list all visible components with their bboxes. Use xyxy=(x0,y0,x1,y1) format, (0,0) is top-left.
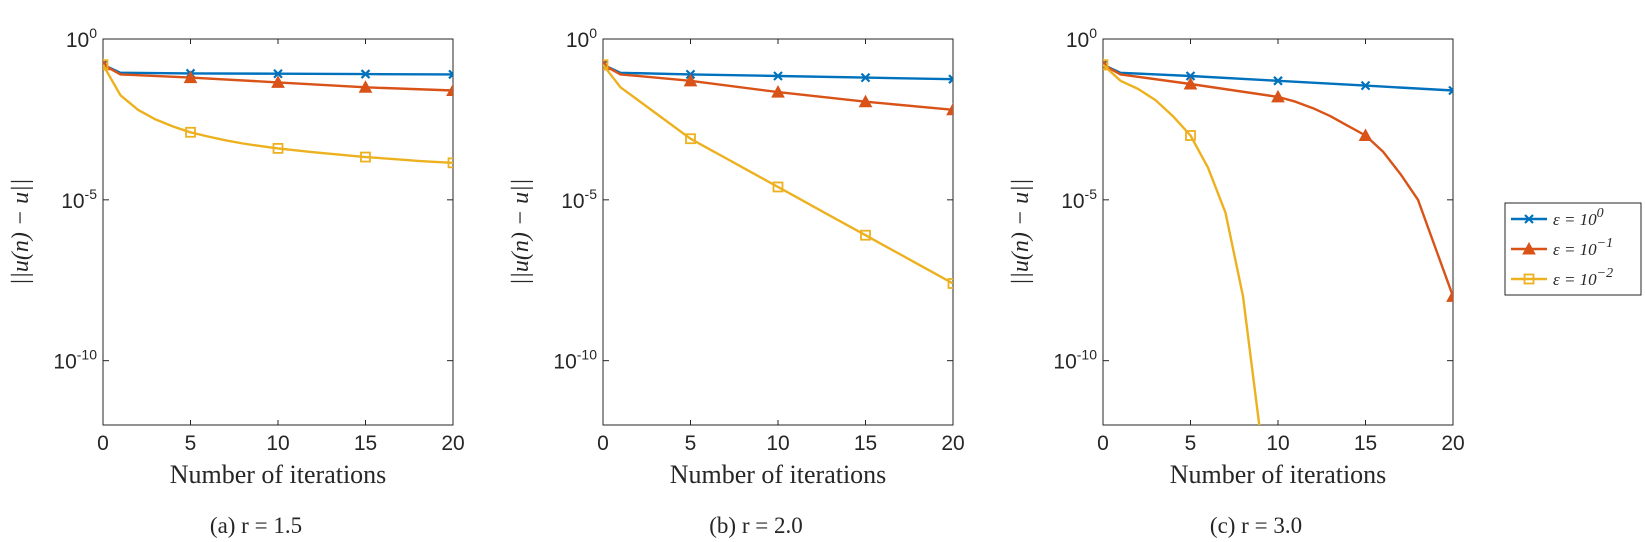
series-line xyxy=(103,63,453,92)
marker-x xyxy=(1273,76,1283,86)
marker-triangle xyxy=(446,83,453,96)
series-line xyxy=(603,63,953,285)
x-axis-label: Number of iterations xyxy=(670,460,887,489)
series-line xyxy=(103,64,453,164)
marker-x xyxy=(860,72,871,83)
x-tick-label: 20 xyxy=(941,432,964,455)
legend-label: ε = 10−1 xyxy=(1553,236,1613,259)
marker-square xyxy=(103,59,109,71)
legend-entry: ε = 100 xyxy=(1511,206,1604,229)
x-tick-label: 10 xyxy=(766,432,789,455)
y-axis-label: ||u(n) − u|| xyxy=(508,179,534,286)
marker-triangle xyxy=(858,94,873,108)
legend-entry: ε = 10−1 xyxy=(1511,236,1613,259)
marker-square xyxy=(947,278,953,289)
marker-square xyxy=(685,133,696,145)
y-tick-label: 100 xyxy=(66,25,97,52)
y-tick-label: 10-5 xyxy=(1061,186,1097,213)
marker-triangle xyxy=(1183,76,1198,90)
x-tick-label: 5 xyxy=(685,432,697,455)
marker-square xyxy=(1103,59,1109,71)
y-axis-label: ||u(n) − u|| xyxy=(1008,179,1034,286)
svg-text:||u(n) − u||: ||u(n) − u|| xyxy=(8,179,34,286)
marker-square xyxy=(272,142,284,154)
subfigure-caption: (c) r = 3.0 xyxy=(1210,513,1302,538)
legend-entry: ε = 10−2 xyxy=(1511,266,1613,289)
x-tick-label: 5 xyxy=(1185,432,1197,455)
marker-x xyxy=(273,68,283,79)
marker-triangle xyxy=(1358,128,1373,141)
marker-x xyxy=(948,74,953,84)
y-tick-label: 100 xyxy=(566,25,597,52)
legend-label: ε = 10−2 xyxy=(1553,266,1613,289)
y-axis-label: ||u(n) − u|| xyxy=(8,179,34,286)
series xyxy=(1103,57,1453,302)
marker-triangle xyxy=(1446,289,1453,302)
y-tick-label: 10-10 xyxy=(553,347,597,374)
plot-area xyxy=(1102,38,1454,426)
x-tick-label: 0 xyxy=(597,432,609,455)
series-line xyxy=(603,63,953,111)
chart-panel: 0 5 10 15 20 100 10-5 10-10 Number of iterations… xyxy=(8,25,465,538)
marker-triangle xyxy=(1271,89,1285,103)
series-line xyxy=(1103,63,1453,297)
chart-panel: 0 5 10 15 20 100 10-5 10-10 Number of iterations… xyxy=(1008,25,1465,538)
series xyxy=(103,57,453,96)
marker-triangle xyxy=(183,70,198,84)
marker-triangle xyxy=(771,85,785,98)
x-axis-label: Number of iterations xyxy=(1170,460,1387,489)
series xyxy=(1103,59,1261,425)
subfigure-caption: (b) r = 2.0 xyxy=(709,513,802,538)
x-tick-label: 20 xyxy=(1441,432,1464,455)
marker-square xyxy=(1523,273,1535,285)
plot-area xyxy=(102,38,454,426)
marker-x xyxy=(773,71,783,81)
marker-square xyxy=(603,59,609,71)
x-tick-label: 10 xyxy=(266,432,289,455)
marker-square xyxy=(860,229,871,241)
marker-x xyxy=(448,69,453,80)
marker-x xyxy=(1448,85,1453,96)
x-tick-label: 0 xyxy=(97,432,109,455)
x-tick-label: 10 xyxy=(1266,432,1289,455)
y-tick-label: 100 xyxy=(1066,25,1097,52)
x-tick-label: 15 xyxy=(854,432,877,455)
svg-text:||u(n) − u||: ||u(n) − u|| xyxy=(1008,179,1034,286)
x-tick-label: 15 xyxy=(1354,432,1377,455)
marker-x xyxy=(1360,80,1371,91)
series xyxy=(603,59,953,289)
svg-text:||u(n) − u||: ||u(n) − u|| xyxy=(508,179,534,286)
marker-square xyxy=(772,181,784,193)
x-tick-label: 20 xyxy=(441,432,464,455)
marker-triangle xyxy=(1522,241,1536,255)
marker-triangle xyxy=(683,73,698,87)
marker-triangle xyxy=(358,80,373,93)
subfigure-caption: (a) r = 1.5 xyxy=(210,513,302,538)
marker-x xyxy=(360,69,371,79)
y-tick-label: 10-10 xyxy=(1053,347,1097,374)
series xyxy=(103,59,453,169)
y-tick-label: 10-5 xyxy=(561,186,597,213)
y-tick-label: 10-10 xyxy=(53,347,97,374)
x-axis-label: Number of iterations xyxy=(170,460,387,489)
chart-panel: 0 5 10 15 20 100 10-5 10-10 Number of iterations… xyxy=(508,25,965,538)
marker-triangle xyxy=(946,102,953,116)
series-line xyxy=(1103,63,1261,425)
marker-square xyxy=(360,151,371,163)
series xyxy=(603,57,953,116)
marker-square xyxy=(185,126,196,138)
legend: ε = 100 ε = 10−1 ε = 10−2 xyxy=(1504,202,1642,296)
legend-label: ε = 100 xyxy=(1553,206,1604,229)
marker-x xyxy=(1524,214,1534,224)
marker-square xyxy=(1185,130,1196,141)
x-tick-label: 0 xyxy=(1097,432,1109,455)
marker-x xyxy=(1185,71,1196,81)
marker-square xyxy=(447,157,453,169)
marker-triangle xyxy=(271,75,285,88)
y-tick-label: 10-5 xyxy=(61,186,97,213)
x-tick-label: 5 xyxy=(185,432,197,455)
x-tick-label: 15 xyxy=(354,432,377,455)
